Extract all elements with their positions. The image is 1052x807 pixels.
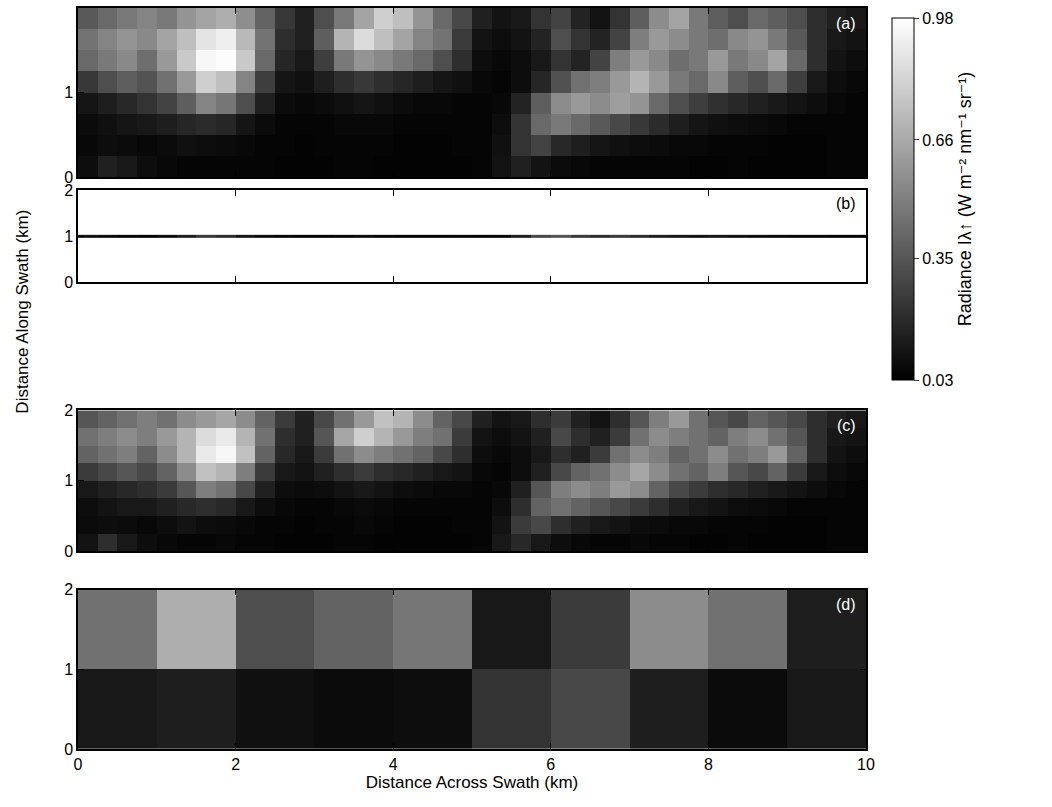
- svg-text:0: 0: [74, 756, 83, 773]
- svg-text:1: 1: [64, 661, 73, 678]
- svg-text:0: 0: [64, 543, 73, 560]
- svg-text:2: 2: [64, 182, 73, 199]
- svg-text:4: 4: [389, 756, 398, 773]
- svg-text:(b): (b): [836, 195, 856, 212]
- svg-text:1: 1: [64, 472, 73, 489]
- svg-text:0: 0: [64, 741, 73, 758]
- svg-text:2: 2: [64, 402, 73, 419]
- svg-text:1: 1: [64, 228, 73, 245]
- svg-text:(a): (a): [836, 15, 856, 32]
- svg-text:2: 2: [64, 581, 73, 598]
- svg-text:6: 6: [546, 756, 555, 773]
- svg-text:1: 1: [64, 84, 73, 101]
- svg-text:Distance Across Swath (km): Distance Across Swath (km): [366, 773, 579, 792]
- svg-text:(c): (c): [837, 417, 856, 434]
- svg-text:0.35: 0.35: [922, 250, 953, 267]
- svg-text:2: 2: [231, 756, 240, 773]
- svg-text:0: 0: [64, 274, 73, 291]
- svg-text:0.03: 0.03: [922, 372, 953, 389]
- svg-text:0: 0: [64, 169, 73, 186]
- svg-text:8: 8: [704, 756, 713, 773]
- svg-text:0.98: 0.98: [922, 10, 953, 27]
- svg-text:(d): (d): [836, 596, 856, 613]
- svg-text:Radiance Iλ↑ (W m⁻² nm⁻¹ sr⁻¹): Radiance Iλ↑ (W m⁻² nm⁻¹ sr⁻¹): [955, 72, 975, 327]
- svg-text:0.66: 0.66: [922, 132, 953, 149]
- svg-text:Distance Along Swath (km): Distance Along Swath (km): [13, 210, 32, 414]
- svg-text:10: 10: [857, 756, 875, 773]
